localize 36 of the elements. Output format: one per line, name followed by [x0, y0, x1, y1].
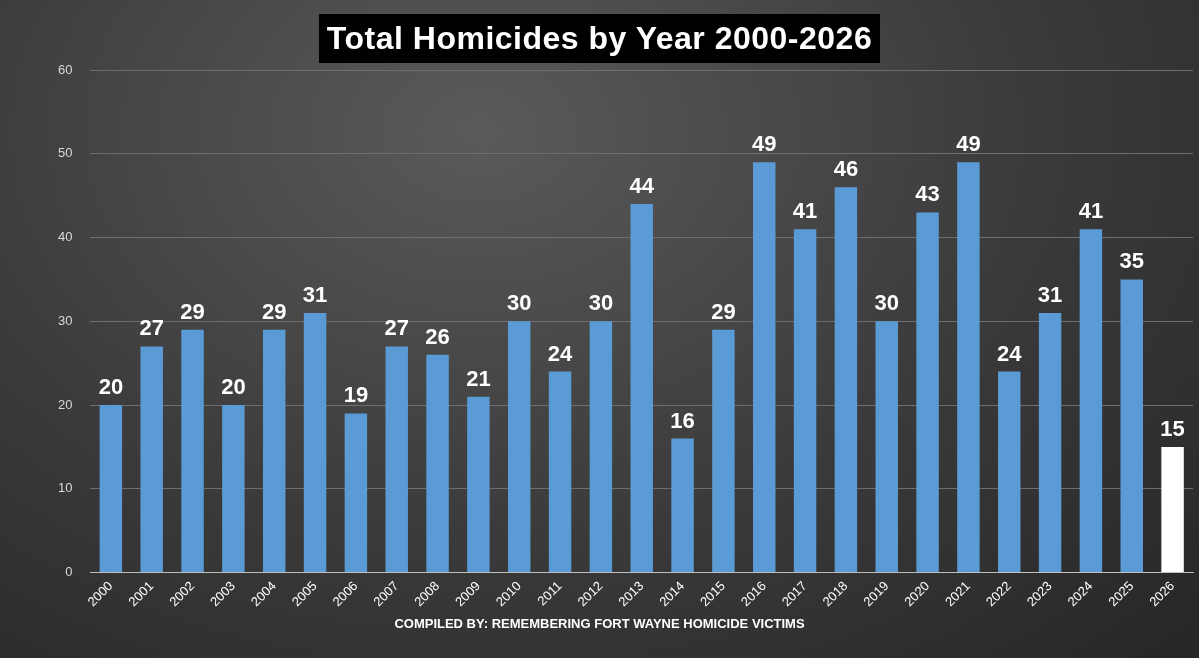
data-label: 29 [180, 298, 205, 324]
data-label: 30 [588, 290, 614, 316]
text: COMPILED BY: REMEMBERING FORT WAYNE HOMICIDE VICTIMS [393, 616, 806, 631]
chart-title: Total Homicides by Year 2000-2026 [318, 14, 881, 63]
data-label: 29 [261, 298, 287, 324]
y-tick-label: 10 [57, 480, 73, 496]
data-label: 27 [384, 315, 409, 341]
data-label: 26 [425, 323, 450, 349]
data-label: 16 [670, 407, 695, 433]
data-label: 43 [915, 181, 940, 207]
data-label: 20 [221, 374, 246, 400]
data-label: 41 [1078, 198, 1104, 224]
data-label: 24 [997, 340, 1023, 366]
data-label: 24 [547, 340, 574, 366]
data-label: 49 [751, 131, 777, 157]
data-label: 20 [98, 374, 124, 400]
data-label: 44 [629, 173, 655, 199]
y-tick-label: 20 [57, 396, 73, 412]
data-label: 27 [139, 315, 164, 341]
y-tick-label: 60 [57, 61, 73, 77]
y-tick-label: 0 [65, 564, 73, 580]
data-label: 29 [711, 298, 736, 324]
data-label: 21 [466, 365, 491, 391]
data-label: 19 [343, 382, 369, 408]
data-label: 46 [833, 156, 859, 182]
data-label: 31 [1037, 281, 1063, 307]
data-label: 41 [792, 198, 818, 224]
data-label: 15 [1160, 415, 1185, 441]
data-label: 35 [1119, 248, 1144, 274]
y-tick-label: 30 [57, 312, 73, 328]
data-label: 31 [302, 281, 328, 307]
y-tick-label: 40 [57, 229, 73, 245]
data-label: 30 [874, 290, 899, 316]
y-tick-label: 50 [57, 145, 73, 161]
data-label: 30 [506, 290, 532, 316]
data-label: 49 [956, 131, 981, 157]
